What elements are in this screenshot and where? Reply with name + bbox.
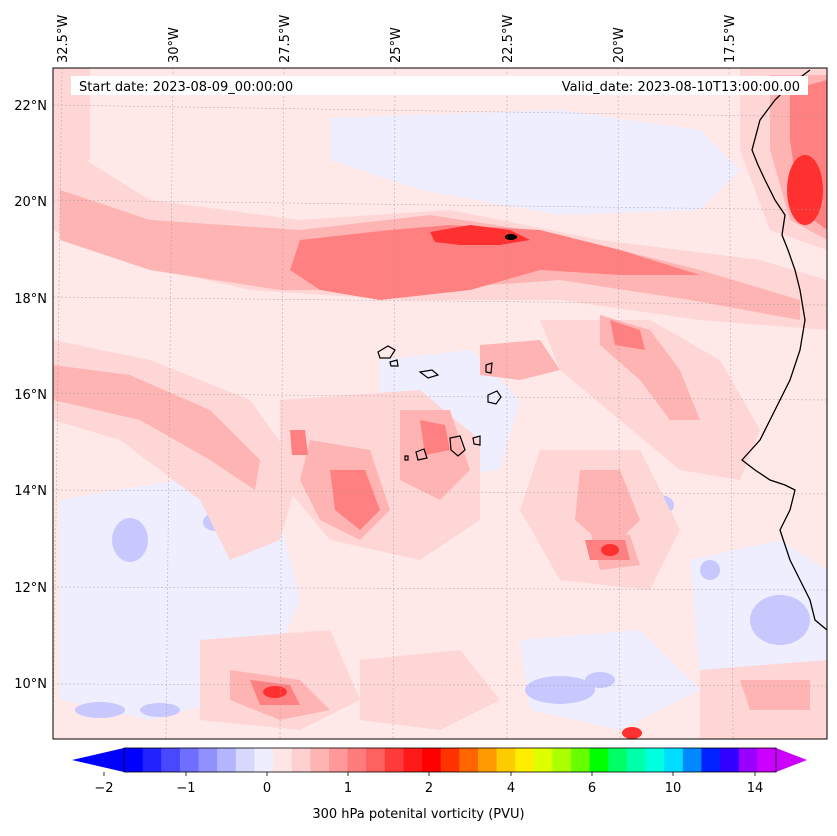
lon-label: 30°W: [167, 27, 182, 63]
valid-date-label: Valid_date: 2023-08-10T13:00:00.00: [562, 80, 800, 95]
lat-label: 20°N: [14, 195, 47, 210]
colorbar-extend-max: [776, 748, 807, 772]
colorbar-cell: [254, 748, 274, 772]
colorbar-cell: [626, 748, 647, 772]
colorbar-cell: [124, 748, 144, 772]
colorbar-cell: [198, 748, 218, 772]
colorbar-cell: [571, 748, 591, 772]
colorbar-cell: [738, 748, 758, 772]
colorbar-title: 300 hPa potenital vorticity (PVU): [312, 807, 525, 822]
colorbar-tick-label: 4: [507, 781, 515, 796]
colorbar-tick-label: −1: [176, 781, 195, 796]
colorbar-cell: [533, 748, 553, 772]
colorbar-cell: [347, 748, 367, 772]
lat-label: 10°N: [14, 677, 47, 692]
colorbar-cell: [403, 748, 423, 772]
colorbar-cell: [440, 748, 460, 772]
pv-max-spot: [505, 234, 517, 240]
colorbar-cell: [459, 748, 479, 772]
colorbar: −2 −1 0 1 2 4 6 10 14: [72, 747, 807, 796]
colorbar-cell: [217, 748, 237, 772]
colorbar-cell: [720, 748, 740, 772]
start-date-label: Start date: 2023-08-09_00:00:00: [79, 80, 293, 95]
colorbar-tick-label: 6: [588, 781, 596, 796]
lon-label: 20°W: [612, 27, 627, 63]
colorbar-ticks: [103, 772, 756, 776]
colorbar-cell: [384, 748, 404, 772]
gridlines: [53, 68, 827, 739]
colorbar-cell: [645, 748, 665, 772]
lon-label: 22.5°W: [501, 15, 516, 63]
colorbar-tick-label: 2: [425, 781, 433, 796]
colorbar-cell: [273, 748, 293, 772]
coastline: [741, 69, 827, 631]
cape-verde-islands: [377, 345, 502, 461]
colorbar-cell: [328, 748, 349, 772]
colorbar-cell: [701, 748, 721, 772]
red-core-areas: [263, 155, 823, 739]
lon-label: 27.5°W: [278, 15, 293, 63]
colorbar-tick-label: 10: [665, 781, 682, 796]
colorbar-cell: [757, 748, 777, 772]
colorbar-tick-label: 0: [263, 781, 271, 796]
colorbar-cell: [515, 748, 535, 772]
lon-label: 17.5°W: [723, 15, 738, 63]
colorbar-cell: [291, 748, 311, 772]
colorbar-cell: [589, 748, 609, 772]
latitude-labels: 22°N 20°N 18°N 16°N 14°N 12°N 10°N: [14, 99, 47, 692]
colorbar-cell: [496, 748, 516, 772]
lon-label: 32.5°W: [56, 15, 71, 63]
colorbar-tick-label: 14: [747, 781, 764, 796]
colorbar-cell: [422, 748, 442, 772]
colorbar-cell: [664, 748, 684, 772]
lat-label: 12°N: [14, 581, 47, 596]
colorbar-cell: [310, 748, 330, 772]
lon-label: 25°W: [389, 27, 404, 63]
colorbar-tick-label: 1: [344, 781, 352, 796]
colorbar-cell: [179, 748, 200, 772]
date-banner: [71, 76, 808, 95]
lat-label: 18°N: [14, 292, 47, 307]
colorbar-cell: [366, 748, 386, 772]
lat-label: 22°N: [14, 99, 47, 114]
colorbar-cell: [161, 748, 181, 772]
colorbar-cell: [682, 748, 702, 772]
colorbar-cell: [235, 748, 255, 772]
colorbar-cell: [608, 748, 628, 772]
colorbar-cell: [552, 748, 572, 772]
red-mid-areas: [250, 80, 827, 705]
lat-label: 14°N: [14, 484, 47, 499]
colorbar-tick-label: −2: [94, 781, 113, 796]
longitude-labels: 32.5°W 30°W 27.5°W 25°W 22.5°W 20°W 17.5…: [56, 15, 738, 63]
map-frame: [52, 67, 828, 740]
pv-field: [53, 68, 827, 739]
colorbar-cell: [477, 748, 498, 772]
colorbar-frame: [123, 747, 777, 773]
colorbar-cell: [142, 748, 162, 772]
lat-label: 16°N: [14, 388, 47, 403]
colorbar-extend-min: [72, 748, 124, 772]
